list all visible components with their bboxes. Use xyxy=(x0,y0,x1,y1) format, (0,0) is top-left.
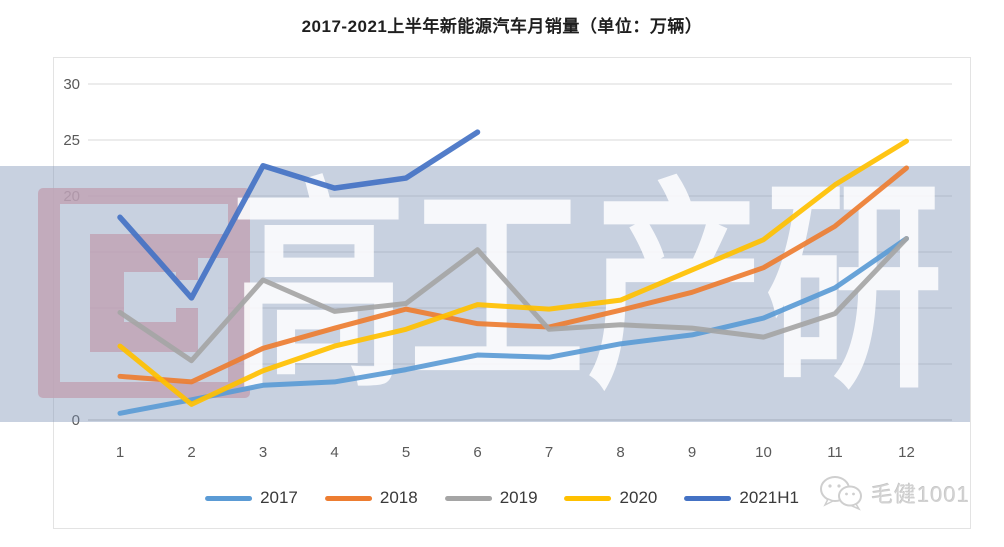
legend-label: 2019 xyxy=(499,488,538,507)
x-tick-label: 10 xyxy=(755,444,772,461)
brand-text-watermark: 高工产研 xyxy=(230,164,945,414)
legend-item-2021H1: 2021H1 xyxy=(684,488,799,508)
legend-label: 2021H1 xyxy=(739,488,799,507)
legend-label: 2017 xyxy=(260,488,298,507)
legend-item-2019: 2019 xyxy=(444,488,538,508)
x-tick-label: 7 xyxy=(545,444,553,461)
x-tick-label: 2 xyxy=(187,444,195,461)
chart-legend: 2017 2018 2019 2020 2021H1 xyxy=(205,488,799,508)
legend-item-2018: 2018 xyxy=(324,488,418,508)
legend-item-2020: 2020 xyxy=(564,488,658,508)
chart-title: 2017-2021上半年新能源汽车月销量（单位：万辆） xyxy=(301,17,703,36)
series-line-2019 xyxy=(117,236,909,364)
legend-swatch xyxy=(684,495,732,501)
logo-shape-center xyxy=(124,272,176,322)
y-tick-label: 30 xyxy=(63,76,80,93)
series-line-2020 xyxy=(117,138,909,407)
x-tick-label: 6 xyxy=(473,444,481,461)
account-name: 毛健1001 xyxy=(871,482,970,507)
series-line-2017 xyxy=(117,236,909,416)
x-tick-label: 9 xyxy=(688,444,696,461)
legend-swatch xyxy=(564,495,612,501)
y-tick-label: 25 xyxy=(63,132,80,149)
x-tick-label: 12 xyxy=(898,444,915,461)
x-tick-label: 3 xyxy=(259,444,267,461)
wechat-icon xyxy=(820,476,862,511)
legend-label: 2018 xyxy=(379,488,418,507)
x-tick-label: 1 xyxy=(116,444,124,461)
legend-label: 2020 xyxy=(619,488,658,507)
legend-swatch xyxy=(205,495,253,501)
legend-swatch xyxy=(444,495,492,501)
legend-swatch xyxy=(324,495,372,501)
series-line-2021H1 xyxy=(117,129,481,301)
y-tick-label: 0 xyxy=(72,412,80,429)
legend-item-2017: 2017 xyxy=(205,488,298,508)
x-tick-label: 8 xyxy=(616,444,624,461)
x-tick-label: 11 xyxy=(827,444,843,461)
x-tick-label: 4 xyxy=(330,444,338,461)
account-watermark: 毛健1001 xyxy=(818,474,970,512)
x-tick-label: 5 xyxy=(402,444,410,461)
series-line-2018 xyxy=(117,165,909,385)
